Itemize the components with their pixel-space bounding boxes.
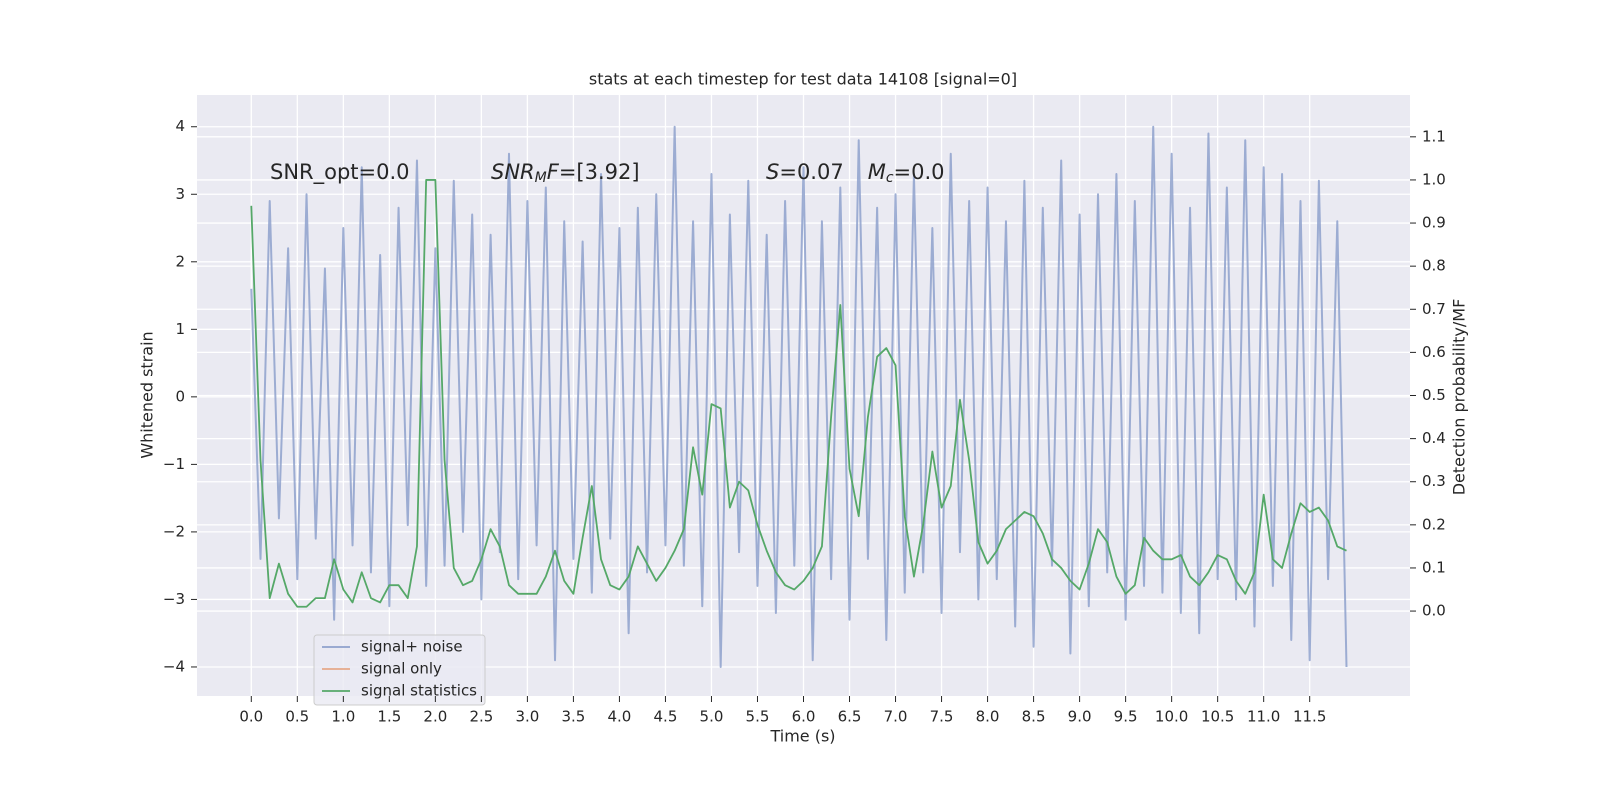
series-line xyxy=(250,179,1347,608)
annotation-text: =0.07 xyxy=(779,160,843,184)
legend-box xyxy=(313,634,486,706)
y-tick-label: 0 xyxy=(175,387,185,405)
y2-tick-label: 0.6 xyxy=(1422,343,1446,361)
y-tick-label: 2 xyxy=(175,252,185,270)
y2-tick-label: 0.4 xyxy=(1422,429,1446,447)
x-tick-label: 0.0 xyxy=(239,708,263,726)
x-tick-label: 11.5 xyxy=(1293,708,1326,726)
y2-tick-label: 0.2 xyxy=(1422,515,1446,533)
y-tick-label: 4 xyxy=(175,117,185,135)
x-tick-label: 8.0 xyxy=(976,708,1000,726)
x-tick-label: 9.0 xyxy=(1068,708,1092,726)
y2-tick-label: 0.7 xyxy=(1422,300,1446,318)
y-tick-label: −4 xyxy=(163,657,185,675)
y2-tick-label: 0.3 xyxy=(1422,472,1446,490)
x-tick-label: 3.5 xyxy=(561,708,585,726)
y-axis-label: Whitened strain xyxy=(138,331,157,458)
annotation-text: M xyxy=(868,160,886,184)
y-tick-label: −3 xyxy=(163,590,185,608)
legend-label: signal statistics xyxy=(361,682,477,700)
y-tick-label: 1 xyxy=(175,320,185,338)
y2-tick-label: 0.9 xyxy=(1422,214,1446,232)
x-tick-label: 1.0 xyxy=(331,708,355,726)
x-tick-label: 4.5 xyxy=(654,708,678,726)
lines xyxy=(250,125,1348,668)
y-tick-label: 3 xyxy=(175,185,185,203)
x-tick-label: 2.5 xyxy=(469,708,493,726)
annotation-text: SNR xyxy=(491,160,535,184)
annotation: SNR_opt=0.0 xyxy=(270,160,410,185)
x-tick-label: 2.0 xyxy=(423,708,447,726)
y2-tick-label: 0.5 xyxy=(1422,386,1446,404)
y2-tick-label: 0.0 xyxy=(1422,602,1446,620)
annotation: S=0.07 Mc=0.0 xyxy=(766,160,945,186)
legend-label: signal+ noise xyxy=(361,638,463,656)
legend: signal+ noise signal only signal statistic… xyxy=(313,634,486,706)
x-tick-label: 5.0 xyxy=(700,708,724,726)
x-tick-label: 10.5 xyxy=(1201,708,1234,726)
x-tick-label: 4.0 xyxy=(608,708,632,726)
x-axis-label: Time (s) xyxy=(769,727,835,746)
y2-axis-label: Detection probability/MF xyxy=(1450,299,1469,496)
annotation-text: =[3.92] xyxy=(559,160,640,184)
annotation-text: SNR_opt=0.0 xyxy=(270,160,410,185)
series-line xyxy=(250,125,1348,668)
x-tick-label: 5.5 xyxy=(746,708,770,726)
x-tick-label: 3.0 xyxy=(515,708,539,726)
x-tick-label: 6.0 xyxy=(792,708,816,726)
x-tick-label: 7.5 xyxy=(930,708,954,726)
x-tick-label: 0.5 xyxy=(285,708,309,726)
x-tick-label: 6.5 xyxy=(838,708,862,726)
annotation-text: S xyxy=(766,160,779,184)
x-tick-label: 1.5 xyxy=(377,708,401,726)
x-tick-label: 11.0 xyxy=(1247,708,1280,726)
annotation-text: M xyxy=(535,170,547,186)
y-tick-label: −1 xyxy=(163,455,185,473)
y2-tick-label: 0.8 xyxy=(1422,257,1446,275)
chart-title: stats at each timestep for test data 141… xyxy=(589,70,1017,89)
x-tick-label: 8.5 xyxy=(1022,708,1046,726)
y-tick-label: −2 xyxy=(163,522,185,540)
annotation-text: c xyxy=(886,170,894,186)
legend-label: signal only xyxy=(361,660,442,678)
x-tick-label: 10.0 xyxy=(1155,708,1188,726)
y2-tick-label: 1.1 xyxy=(1422,127,1446,145)
x-tick-label: 9.5 xyxy=(1114,708,1138,726)
annotation-text: F xyxy=(547,160,560,184)
x-tick-label: 7.0 xyxy=(884,708,908,726)
y2-tick-label: 1.0 xyxy=(1422,170,1446,188)
annotation: SNRMF=[3.92] xyxy=(491,160,640,186)
y2-tick-label: 0.1 xyxy=(1422,558,1446,576)
annotation-text: =0.0 xyxy=(894,160,945,184)
